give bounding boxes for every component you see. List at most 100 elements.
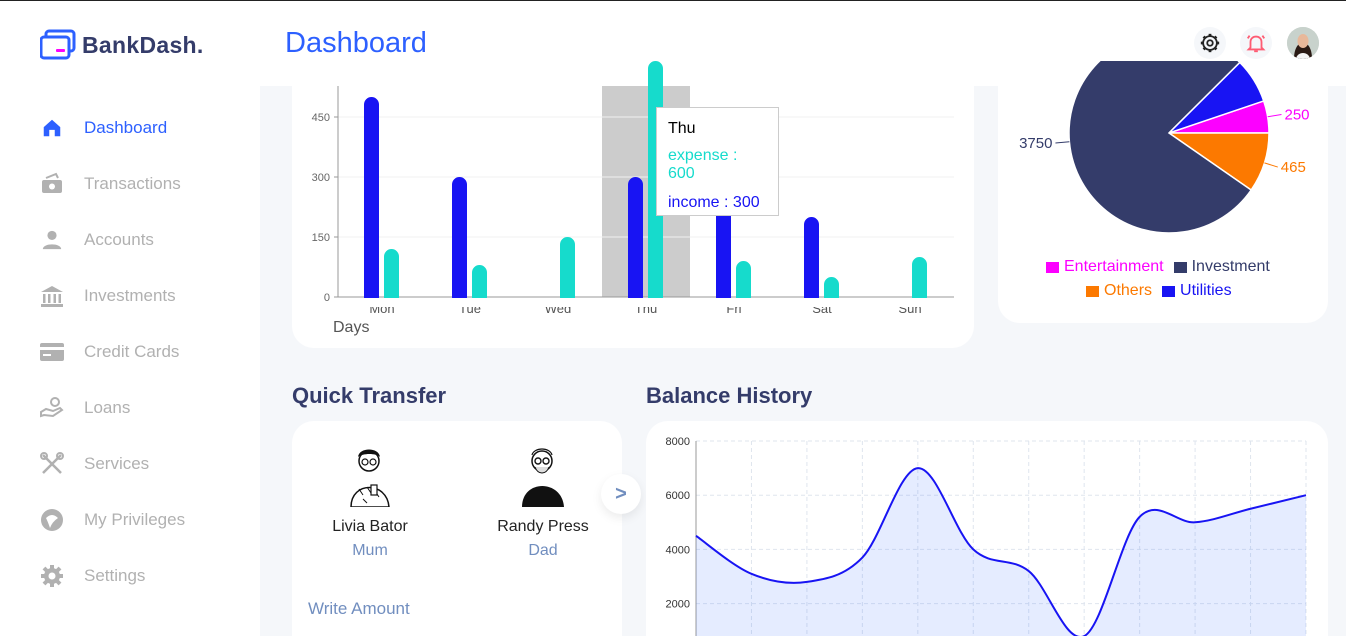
expense-pie-chart: 250 465 3750 — [1019, 61, 1310, 234]
sidebar-item-label: Dashboard — [84, 118, 168, 137]
income-bar — [628, 177, 643, 305]
contact-randy-press[interactable]: Randy Press Dad — [478, 445, 608, 560]
person-sketch-icon — [522, 448, 564, 507]
privileges-icon — [40, 508, 64, 532]
notifications-button[interactable] — [1240, 27, 1272, 59]
brand-name: BankDash. — [82, 31, 204, 58]
loan-hand-icon — [40, 396, 64, 420]
y-tick-label: 6000 — [666, 490, 690, 502]
legend-item-utilities[interactable]: Utilities — [1162, 282, 1232, 300]
user-icon — [40, 228, 64, 252]
sidebar-item-credit-cards[interactable]: Credit Cards — [40, 337, 179, 367]
contact-role: Mum — [352, 542, 388, 559]
y-tick-label: 150 — [312, 232, 330, 244]
pie-value-label: 3750 — [1019, 135, 1052, 152]
balance-history-card — [646, 421, 1328, 636]
sidebar-item-label: Investments — [84, 286, 176, 305]
quick-transfer-title: Quick Transfer — [292, 383, 447, 408]
sidebar-item-dashboard[interactable]: Dashboard — [40, 113, 167, 143]
legend-swatch — [1173, 261, 1187, 273]
pie-legend-row-1: Entertainment Investment — [1046, 258, 1270, 276]
write-amount-label: Write Amount — [308, 599, 410, 618]
sidebar: BankDash. Dashboard Transactions Account… — [0, 1, 260, 636]
contact-name: Livia Bator — [332, 518, 408, 535]
logo[interactable]: BankDash. — [40, 29, 204, 61]
tooltip-day: Thu — [668, 120, 696, 137]
avatar[interactable] — [1287, 27, 1319, 59]
income-bar — [452, 177, 467, 305]
legend-item-others[interactable]: Others — [1086, 282, 1152, 300]
tooltip-expense: expense : 600 — [668, 147, 738, 182]
bank-icon — [40, 284, 64, 308]
y-tick-label: 300 — [312, 172, 330, 184]
y-tick-label: 0 — [324, 292, 330, 304]
user-avatar-icon — [1287, 27, 1319, 59]
sidebar-item-investments[interactable]: Investments — [40, 281, 176, 311]
legend-item-entertainment[interactable]: Entertainment — [1046, 258, 1164, 276]
axis-mask — [339, 298, 955, 307]
y-tick-label: 2000 — [666, 599, 690, 611]
tools-icon — [40, 452, 64, 476]
income-bar — [364, 97, 379, 305]
tooltip-income: income : 300 — [668, 194, 760, 211]
sidebar-item-my-privileges[interactable]: My Privileges — [40, 505, 185, 535]
x-axis-label: Days — [333, 319, 369, 336]
legend-item-investment[interactable]: Investment — [1173, 258, 1270, 276]
expense-bar — [736, 261, 751, 305]
balance-history-title: Balance History — [646, 383, 813, 408]
pie-value-label: 250 — [1284, 106, 1309, 123]
person-sketch-icon — [350, 449, 390, 508]
pie-label-leader — [1264, 162, 1278, 168]
pie-legend-row-2: Others Utilities — [1086, 282, 1232, 300]
legend-label: Others — [1104, 282, 1153, 299]
transactions-icon — [40, 172, 64, 196]
quick-transfer-card — [292, 421, 622, 636]
legend-label: Investment — [1191, 258, 1270, 275]
sidebar-item-label: Transactions — [84, 174, 181, 193]
settings-button[interactable] — [1194, 27, 1226, 59]
credit-card-icon — [40, 340, 64, 364]
sidebar-item-label: Services — [84, 454, 150, 473]
legend-label: Entertainment — [1064, 258, 1164, 275]
sidebar-item-label: Credit Cards — [84, 342, 180, 361]
sidebar-item-services[interactable]: Services — [40, 449, 149, 479]
sidebar-item-transactions[interactable]: Transactions — [40, 169, 181, 199]
expense-bar — [472, 265, 487, 305]
bell-icon — [1246, 35, 1266, 53]
sidebar-item-label: My Privileges — [84, 510, 186, 529]
sidebar-item-label: Loans — [84, 398, 131, 417]
home-icon — [40, 116, 64, 140]
expense-bar — [912, 257, 927, 305]
contact-name: Randy Press — [497, 518, 589, 535]
pie-value-label: 465 — [1281, 159, 1306, 176]
gear-icon — [1200, 33, 1220, 53]
pie-slice-utilities — [1168, 61, 1265, 134]
sidebar-item-settings[interactable]: Settings — [40, 561, 145, 591]
contact-livia-bator[interactable]: Livia Bator Mum — [305, 445, 435, 560]
bank-card-logo-icon — [40, 29, 76, 60]
balance-history-chart: 2000 4000 6000 8000 — [666, 436, 1307, 636]
pie-label-leader — [1267, 113, 1282, 118]
legend-swatch — [1046, 261, 1059, 273]
sidebar-item-label: Accounts — [84, 230, 154, 249]
sidebar-item-accounts[interactable]: Accounts — [40, 225, 154, 255]
next-contacts-button[interactable]: > — [601, 474, 641, 514]
income-bar — [804, 217, 819, 305]
pie-slice-investment — [1068, 61, 1253, 234]
chart-tooltip: Thu expense : 600 income : 300 — [656, 107, 779, 216]
y-tick-label: 8000 — [666, 436, 690, 448]
y-tick-label: 4000 — [666, 544, 690, 556]
page-title: Dashboard — [285, 27, 427, 59]
balance-line — [695, 467, 1307, 636]
legend-label: Utilities — [1180, 282, 1232, 299]
sidebar-item-loans[interactable]: Loans — [40, 393, 130, 423]
expense-bar — [384, 249, 399, 305]
legend-swatch — [1162, 285, 1176, 297]
contact-role: Dad — [528, 542, 558, 559]
legend-swatch — [1086, 285, 1099, 297]
expense-bar — [560, 237, 575, 305]
balance-area-fill — [696, 468, 1306, 636]
y-tick-label: 450 — [312, 112, 330, 124]
pie-label-leader — [1055, 141, 1070, 144]
